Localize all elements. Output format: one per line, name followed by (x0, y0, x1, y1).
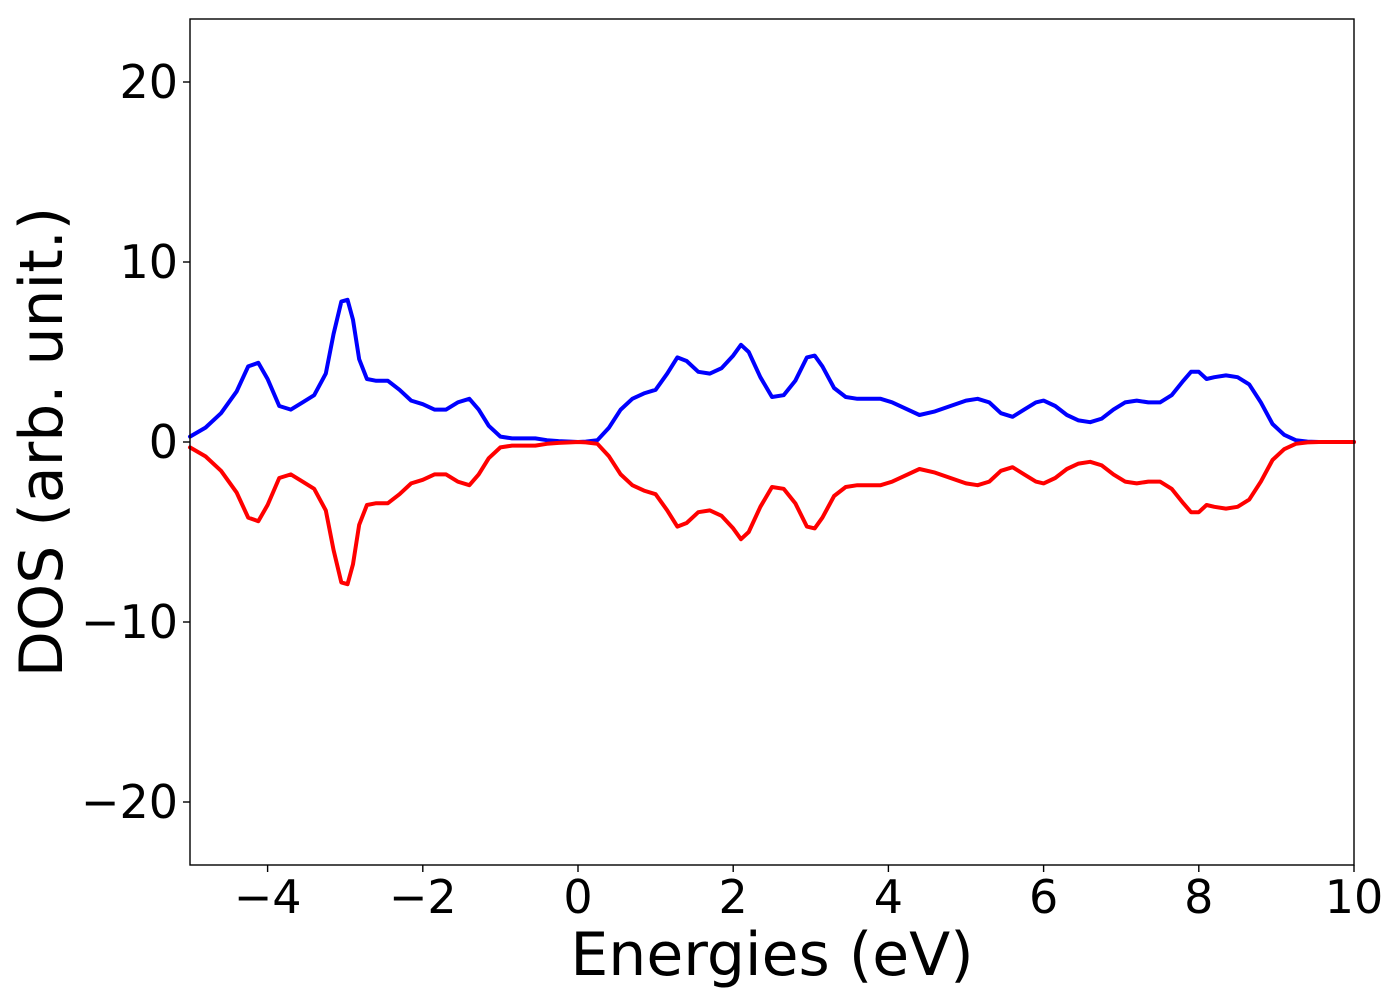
series-layer (188, 297, 1356, 587)
series-line-0 (188, 297, 1356, 444)
x-tick-label: 4 (874, 870, 903, 924)
y-tick-label: −10 (81, 595, 178, 649)
y-tick-label: 10 (119, 235, 178, 289)
x-tick-label: 6 (1029, 870, 1058, 924)
y-tick-label: 20 (119, 55, 178, 109)
x-tick-label: 2 (719, 870, 748, 924)
x-axis-title: Energies (eV) (570, 920, 973, 990)
y-axis-title: DOS (arb. unit.) (7, 207, 77, 677)
y-tick-label: −20 (81, 775, 178, 829)
series-line-1 (188, 440, 1356, 587)
x-tick-label: −2 (389, 870, 457, 924)
x-tick-label: 10 (1325, 870, 1384, 924)
y-tick-label: 0 (149, 415, 178, 469)
plot-frame (189, 18, 1355, 866)
x-tick-label: 0 (563, 870, 592, 924)
y-axis: −20 −10 0 10 20 (81, 55, 190, 829)
x-axis: −4 −2 0 2 4 6 8 10 (234, 865, 1384, 924)
x-tick-label: 8 (1184, 870, 1213, 924)
x-tick-label: −4 (234, 870, 302, 924)
